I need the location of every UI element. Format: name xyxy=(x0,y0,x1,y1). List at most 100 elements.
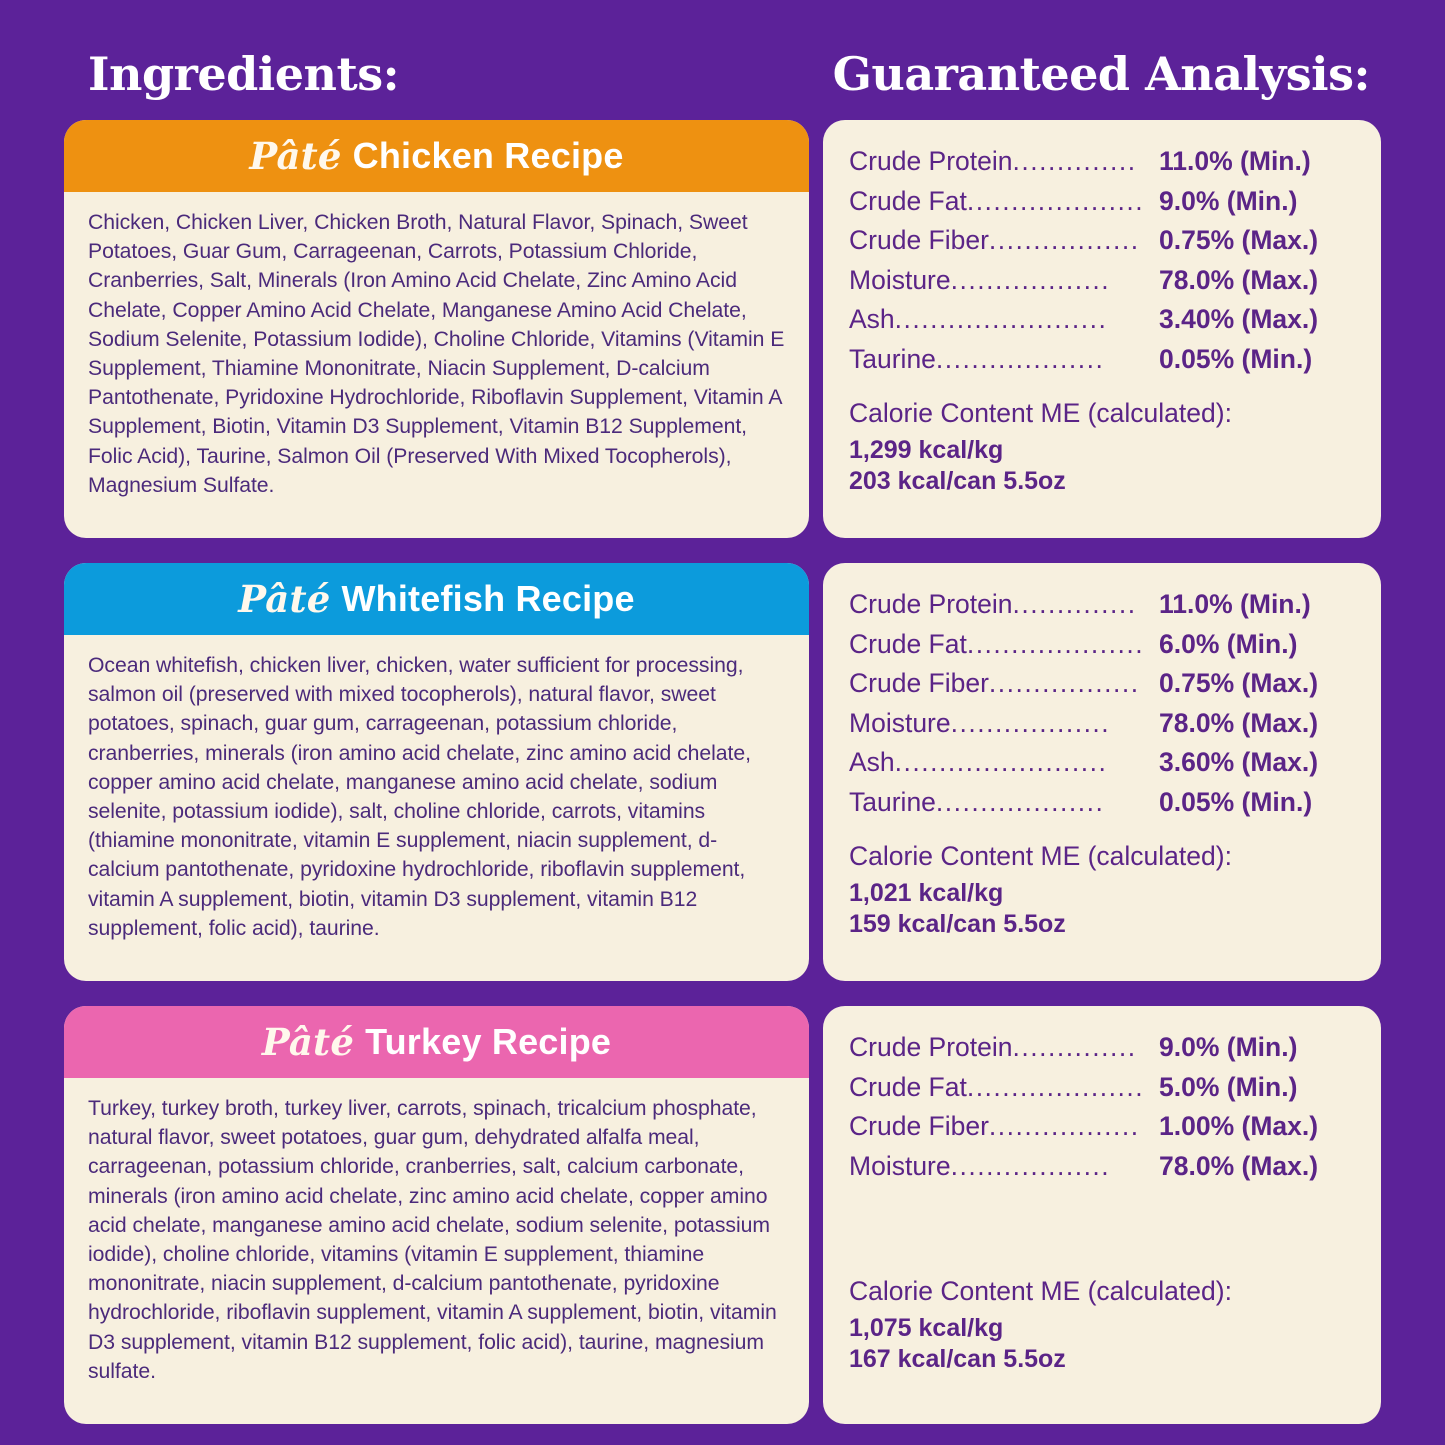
analysis-value: 78.0% (Max.) xyxy=(1159,264,1319,295)
analysis-label: Crude Protein xyxy=(849,1032,1013,1062)
analysis-dot-leader: .................... xyxy=(966,1071,1145,1102)
analysis-label: Moisture xyxy=(849,264,951,295)
analysis-dot-leader: ........................ xyxy=(894,304,1108,335)
calorie-block-turkey: Calorie Content ME (calculated): 1,075 k… xyxy=(849,1274,1355,1375)
recipe-header-chicken: Pâté Chicken Recipe xyxy=(64,120,809,192)
recipe-title: Turkey Recipe xyxy=(365,1021,612,1062)
analysis-value: 1.00% (Max.) xyxy=(1159,1111,1319,1142)
analysis-label: Crude Fat xyxy=(849,1071,967,1102)
pate-word: Pâté xyxy=(261,1020,355,1064)
analysis-row: Crude Fat .................... 6.0% (Min… xyxy=(849,625,1355,665)
analysis-dot-leader: ........................ xyxy=(894,747,1108,778)
analysis-dot-leader: .............. xyxy=(1012,589,1137,619)
analysis-value: 78.0% (Max.) xyxy=(1159,1150,1319,1181)
analysis-row: Moisture .................. 78.0% (Max.) xyxy=(849,261,1355,301)
analysis-label: Moisture xyxy=(849,1150,951,1181)
analysis-row: Crude Fat .................... 5.0% (Min… xyxy=(849,1068,1355,1108)
ingredients-column-heading: Ingredients: xyxy=(88,47,400,101)
analysis-label: Ash xyxy=(849,747,895,778)
analysis-value: 0.75% (Max.) xyxy=(1159,668,1319,699)
analysis-dot-leader: .............. xyxy=(1012,1032,1137,1062)
ingredients-text-chicken: Chicken, Chicken Liver, Chicken Broth, N… xyxy=(88,211,785,497)
analysis-value: 78.0% (Max.) xyxy=(1159,707,1319,738)
ingredients-panel-turkey: Pâté Turkey Recipe Turkey, turkey broth,… xyxy=(64,1006,809,1424)
analysis-row: Crude Fiber ................. 0.75% (Max… xyxy=(849,221,1355,261)
analysis-value: 0.75% (Max.) xyxy=(1159,225,1319,256)
calorie-per-can: 159 kcal/can 5.5oz xyxy=(849,909,1066,938)
analysis-row: Crude Protein .............. 11.0% (Min.… xyxy=(849,585,1355,625)
analysis-dot-leader: .................... xyxy=(966,628,1145,659)
analysis-panel-whitefish: Crude Protein .............. 11.0% (Min.… xyxy=(823,563,1381,981)
analysis-dot-leader: ................. xyxy=(988,1111,1140,1142)
pate-word: Pâté xyxy=(238,577,331,621)
analysis-label: Crude Protein xyxy=(849,146,1013,176)
analysis-dot-leader: .............. xyxy=(1012,146,1137,176)
analysis-dot-leader: ................. xyxy=(988,225,1140,256)
analysis-row: Moisture .................. 78.0% (Max.) xyxy=(849,1147,1355,1187)
analysis-label: Taurine xyxy=(849,786,936,817)
analysis-row: Taurine ................... 0.05% (Min.) xyxy=(849,340,1355,380)
analysis-row: Crude Protein .............. 9.0% (Min.) xyxy=(849,1028,1355,1068)
analysis-value: 3.60% (Max.) xyxy=(1159,747,1319,778)
analysis-label: Ash xyxy=(849,304,895,335)
recipe-header-turkey: Pâté Turkey Recipe xyxy=(64,1006,809,1078)
analysis-list-whitefish: Crude Protein .............. 11.0% (Min.… xyxy=(849,585,1355,823)
analysis-value: 11.0% (Min.) xyxy=(1159,589,1311,619)
recipe-title: Chicken Recipe xyxy=(352,135,624,176)
analysis-row: Crude Protein .............. 11.0% (Min.… xyxy=(849,142,1355,182)
ingredients-text-whitefish: Ocean whitefish, chicken liver, chicken,… xyxy=(88,654,751,940)
analysis-dot-leader: ................... xyxy=(935,343,1105,374)
analysis-label: Crude Fiber xyxy=(849,668,989,699)
analysis-dot-leader: .................. xyxy=(950,1150,1111,1181)
analysis-row: Ash ........................ 3.60% (Max.… xyxy=(849,743,1355,783)
analysis-label: Crude Fat xyxy=(849,628,967,659)
analysis-row: Crude Fiber ................. 1.00% (Max… xyxy=(849,1107,1355,1147)
analysis-dot-leader: .................. xyxy=(950,264,1111,295)
analysis-dot-leader: .................... xyxy=(966,185,1145,216)
analysis-row: Moisture .................. 78.0% (Max.) xyxy=(849,704,1355,744)
calorie-block-chicken: Calorie Content ME (calculated): 1,299 k… xyxy=(849,396,1355,497)
analysis-value: 11.0% (Min.) xyxy=(1159,146,1311,176)
analysis-value: 6.0% (Min.) xyxy=(1159,628,1298,659)
analysis-dot-leader: ................... xyxy=(935,786,1105,817)
analysis-label: Moisture xyxy=(849,707,951,738)
analysis-value: 5.0% (Min.) xyxy=(1159,1071,1298,1102)
analysis-label: Crude Fiber xyxy=(849,225,989,256)
calorie-per-kg: 1,075 kcal/kg xyxy=(849,1314,1004,1343)
calorie-per-kg: 1,299 kcal/kg xyxy=(849,435,1004,464)
analysis-value: 0.05% (Min.) xyxy=(1159,343,1313,374)
analysis-row: Crude Fat .................... 9.0% (Min… xyxy=(849,182,1355,222)
analysis-label: Taurine xyxy=(849,343,936,374)
recipe-row-whitefish: Pâté Whitefish Recipe Ocean whitefish, c… xyxy=(64,563,1381,981)
analysis-value: 9.0% (Min.) xyxy=(1159,185,1298,216)
calorie-per-can: 203 kcal/can 5.5oz xyxy=(849,466,1066,495)
analysis-row: Ash ........................ 3.40% (Max.… xyxy=(849,300,1355,340)
calorie-per-kg: 1,021 kcal/kg xyxy=(849,878,1004,907)
analysis-row: Crude Fiber ................. 0.75% (Max… xyxy=(849,664,1355,704)
analysis-label: Crude Fat xyxy=(849,185,967,216)
recipe-title: Whitefish Recipe xyxy=(341,578,635,619)
analysis-label: Crude Protein xyxy=(849,589,1013,619)
analysis-dot-leader: .................. xyxy=(950,707,1111,738)
ingredients-panel-chicken: Pâté Chicken Recipe Chicken, Chicken Liv… xyxy=(64,120,809,538)
analysis-value: 0.05% (Min.) xyxy=(1159,786,1313,817)
calorie-per-can: 167 kcal/can 5.5oz xyxy=(849,1345,1066,1374)
pate-word: Pâté xyxy=(249,134,342,178)
calorie-title: Calorie Content ME (calculated): xyxy=(849,397,1232,428)
analysis-list-turkey: Crude Protein .............. 9.0% (Min.)… xyxy=(849,1028,1355,1186)
analysis-dot-leader: ................. xyxy=(988,668,1140,699)
analysis-panel-turkey: Crude Protein .............. 9.0% (Min.)… xyxy=(823,1006,1381,1424)
analysis-panel-chicken: Crude Protein .............. 11.0% (Min.… xyxy=(823,120,1381,538)
analysis-row: Taurine ................... 0.05% (Min.) xyxy=(849,783,1355,823)
guaranteed-analysis-column-heading: Guaranteed Analysis: xyxy=(832,47,1371,101)
recipe-row-turkey: Pâté Turkey Recipe Turkey, turkey broth,… xyxy=(64,1006,1381,1424)
analysis-list-chicken: Crude Protein .............. 11.0% (Min.… xyxy=(849,142,1355,380)
ingredients-panel-whitefish: Pâté Whitefish Recipe Ocean whitefish, c… xyxy=(64,563,809,981)
calorie-title: Calorie Content ME (calculated): xyxy=(849,840,1232,871)
analysis-label: Crude Fiber xyxy=(849,1111,989,1142)
analysis-value: 9.0% (Min.) xyxy=(1159,1032,1298,1062)
analysis-value: 3.40% (Max.) xyxy=(1159,304,1319,335)
ingredients-text-turkey: Turkey, turkey broth, turkey liver, carr… xyxy=(88,1097,777,1383)
calorie-title: Calorie Content ME (calculated): xyxy=(849,1276,1232,1307)
